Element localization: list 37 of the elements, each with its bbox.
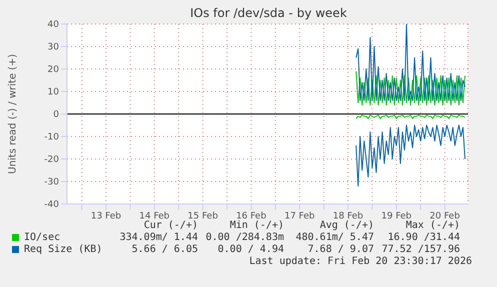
- x-tick-label: 16 Feb: [236, 211, 267, 222]
- text: 0.00 / 4.94: [216, 244, 284, 255]
- text: 5.66 / 6.05: [130, 244, 198, 255]
- text: Cur (-/+): [142, 220, 198, 231]
- x-tick-label: 18 Feb: [332, 211, 364, 222]
- x-tick-label: 20 Feb: [430, 211, 460, 222]
- text: 0.00 /284.83m: [204, 232, 284, 243]
- x-tick-label: 17 Feb: [284, 211, 316, 222]
- text: 77.52 /157.96: [380, 244, 460, 255]
- y-tick-label: 20: [48, 65, 60, 76]
- text: Max (-/+): [404, 220, 460, 231]
- legend-label: IO/sec: [24, 232, 60, 243]
- x-tick-label: 19 Feb: [381, 211, 412, 222]
- line-series: [356, 24, 466, 101]
- legend-label: Req Size (KB): [24, 244, 102, 255]
- text: 16.90 /31.44: [386, 232, 460, 243]
- x-tick-label: 15 Feb: [188, 211, 218, 222]
- text: Last update: Fri Feb 20 23:30:17 2026: [248, 256, 472, 267]
- chart-title: IOs for /dev/sda - by week: [189, 6, 348, 20]
- y-tick-label: 40: [48, 20, 60, 30]
- line-series: [356, 70, 466, 106]
- y-tick-label: -40: [44, 200, 60, 210]
- text: 480.61m/ 5.47: [294, 232, 374, 243]
- y-tick-label: 30: [48, 42, 60, 53]
- x-tick-label: 13 Feb: [90, 211, 122, 222]
- y-tick-label: 0: [53, 110, 60, 120]
- text: Avg (-/+): [318, 220, 374, 231]
- line-series: [356, 124, 466, 186]
- y-tick-label: -10: [44, 132, 60, 143]
- y-tick-label: 10: [48, 88, 60, 98]
- text: 334.09m/ 1.44: [118, 232, 198, 243]
- y-axis-title: Units read (-) / write (+): [8, 54, 19, 174]
- y-tick-label: -20: [44, 155, 60, 166]
- y-tick-label: -30: [44, 178, 60, 188]
- text: 7.68 / 9.07: [306, 244, 374, 255]
- text: Min (-/+): [228, 220, 284, 231]
- x-tick-label: 14 Feb: [139, 211, 170, 222]
